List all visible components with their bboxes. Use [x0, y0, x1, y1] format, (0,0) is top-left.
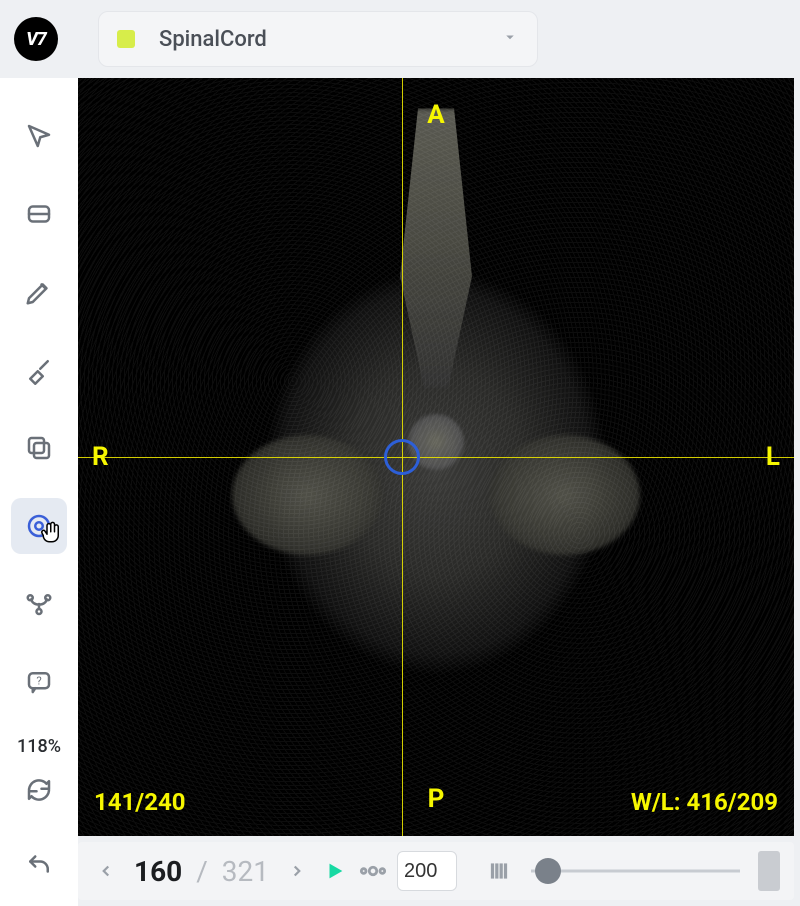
chevron-left-icon — [97, 862, 115, 880]
logo-text: V7 — [26, 29, 46, 50]
orientation-anterior: A — [427, 100, 444, 130]
svg-text:?: ? — [36, 675, 41, 688]
play-button[interactable] — [321, 851, 349, 891]
orientation-posterior: P — [428, 784, 445, 814]
class-color-swatch — [117, 30, 135, 48]
target-icon — [24, 511, 54, 541]
polyline-tool[interactable] — [11, 576, 67, 632]
brush-tool[interactable] — [11, 342, 67, 398]
pen-tool[interactable] — [11, 264, 67, 320]
pen-icon — [24, 277, 54, 307]
brush-icon — [24, 355, 54, 385]
total-frames-label: 321 — [222, 855, 269, 888]
frame-separator: / — [196, 855, 208, 888]
tracks-toggle[interactable] — [485, 851, 513, 891]
timeline-end-marker[interactable] — [758, 851, 780, 891]
chevron-right-icon — [288, 862, 306, 880]
image-viewer[interactable]: A P R L 141/240 W/L: 416/209 — [78, 78, 794, 836]
tracks-icon — [486, 858, 512, 884]
tool-sidebar: ? 118% — [0, 78, 78, 906]
window-level-label: W/L: 416/209 — [631, 788, 778, 816]
prev-frame-button[interactable] — [92, 851, 120, 891]
next-frame-button[interactable] — [283, 851, 311, 891]
refresh-icon — [24, 775, 54, 805]
speed-icon-button[interactable] — [359, 851, 387, 891]
comment-icon: ? — [24, 667, 54, 697]
orientation-left: L — [766, 442, 780, 472]
orientation-right: R — [92, 442, 109, 472]
undo-icon — [24, 849, 54, 879]
header-bar: V7 SpinalCord — [0, 0, 800, 78]
timeline-knob[interactable] — [535, 858, 561, 884]
slice-index-label: 141/240 — [94, 788, 186, 816]
pointer-icon — [24, 121, 54, 151]
current-frame-label: 160 — [134, 855, 182, 888]
auto-annotate-tool[interactable] — [11, 498, 67, 554]
comment-tool[interactable]: ? — [11, 654, 67, 710]
speed-input[interactable] — [397, 851, 457, 891]
speed-icon — [359, 861, 387, 881]
main-row: ? 118% — [0, 78, 800, 906]
class-selector[interactable]: SpinalCord — [98, 11, 538, 67]
selection-circle[interactable] — [384, 439, 420, 475]
chevron-down-icon — [501, 27, 519, 52]
viewer-column: A P R L 141/240 W/L: 416/209 160 / 321 — [78, 78, 800, 906]
polyline-icon — [24, 589, 54, 619]
crosshair-horizontal[interactable] — [78, 457, 794, 458]
app-root: V7 SpinalCord — [0, 0, 800, 906]
pointer-tool[interactable] — [11, 108, 67, 164]
zoom-level-label: 118% — [17, 736, 61, 757]
refresh-tool[interactable] — [11, 762, 67, 818]
bbox-tool[interactable] — [11, 186, 67, 242]
bbox-icon — [24, 199, 54, 229]
class-name-label: SpinalCord — [159, 27, 267, 52]
sidebar-bottom-group — [11, 762, 67, 906]
undo-tool[interactable] — [11, 836, 67, 892]
playback-bar: 160 / 321 — [78, 842, 794, 900]
timeline-scrubber[interactable] — [531, 860, 740, 882]
play-icon — [324, 860, 346, 882]
app-logo[interactable]: V7 — [14, 17, 58, 61]
timeline-track — [531, 870, 740, 873]
copy-icon — [24, 433, 54, 463]
copy-tool[interactable] — [11, 420, 67, 476]
